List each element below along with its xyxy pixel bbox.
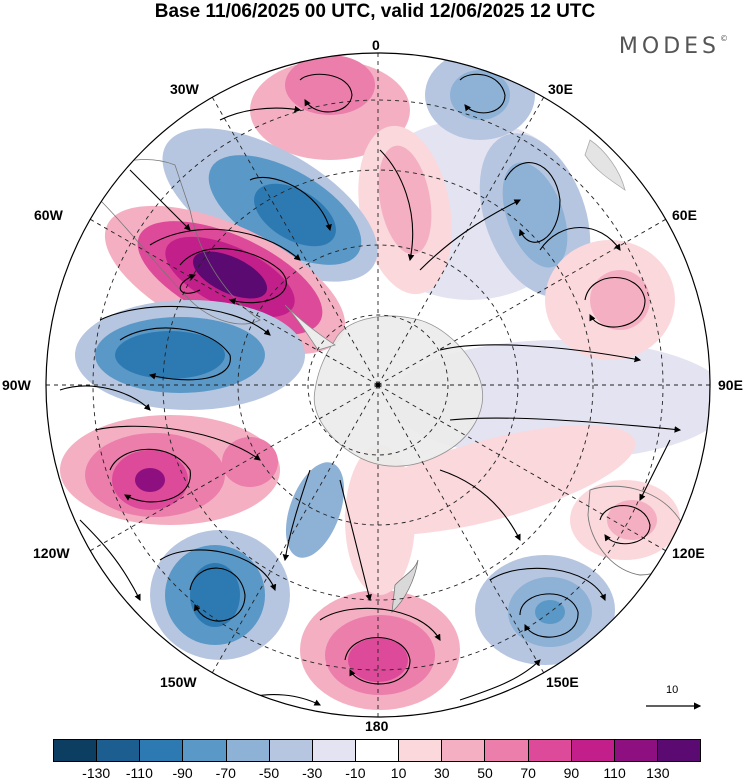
colorbar-segment <box>570 740 614 761</box>
streamlines <box>59 73 682 706</box>
colorbar-segment <box>613 740 657 761</box>
colorbar-segment <box>441 740 485 761</box>
colorbar-segment <box>268 740 312 761</box>
lon-label-150e: 150E <box>546 674 579 690</box>
high-anomaly-south-atlantic-core <box>285 55 375 115</box>
africa-outline <box>584 139 626 191</box>
colorbar-segment <box>527 740 571 761</box>
colorbar-segment <box>225 740 269 761</box>
brand-text: MODES <box>618 34 720 59</box>
colorbar-tick-label: -10 <box>345 765 366 781</box>
lon-label-180: 180 <box>365 718 389 734</box>
colorbar-tick-label: -50 <box>258 765 280 781</box>
map-boundary <box>45 52 711 718</box>
lon-label-30e: 30E <box>548 81 573 97</box>
lon-label-60w: 60W <box>34 207 63 223</box>
colorbar-segment <box>182 740 226 761</box>
low-anomaly-atlantic-north-core <box>502 162 568 268</box>
low-anomaly-drake-core <box>115 331 225 379</box>
antarctica-landmass <box>313 315 483 467</box>
colorbar-tick-label: 30 <box>434 765 450 781</box>
colorbar <box>53 739 701 762</box>
colorbar-segment <box>398 740 442 761</box>
colorbar-tick-label: -110 <box>125 765 153 781</box>
colorbar-ticks: -130 -110 -90 -70 -50 -30 -10 10 30 50 70 90 110 130 <box>0 765 750 783</box>
lon-label-90e: 90E <box>718 377 743 393</box>
antarctic-peninsula <box>284 304 336 351</box>
colorbar-tick-label: -90 <box>172 765 193 781</box>
colorbar-tick-label: 130 <box>646 765 670 781</box>
high-anomaly-australia-core <box>607 500 657 540</box>
high-anomaly-ross-tail <box>345 445 415 595</box>
colorbar-segment <box>484 740 528 761</box>
lon-label-120e: 120E <box>672 545 705 561</box>
colorbar-segment <box>354 740 399 761</box>
low-anomaly-amundsen <box>285 462 345 558</box>
brand-logo: MODES© <box>619 34 728 59</box>
high-anomaly-secondary <box>222 437 278 487</box>
colorbar-tick-label: -130 <box>82 765 111 781</box>
colorbar-tick-label: 10 <box>390 765 407 781</box>
lon-label-120w: 120W <box>33 545 70 561</box>
colorbar-segment <box>96 740 140 761</box>
lon-label-150w: 150W <box>160 674 197 690</box>
reference-vector-label: 10 <box>666 684 679 696</box>
lon-label-90w: 90W <box>2 377 31 393</box>
colorbar-tick-label: 50 <box>477 765 493 781</box>
weak-positive-band <box>344 425 636 535</box>
colorbar-segment <box>54 740 97 761</box>
new-zealand <box>391 559 419 614</box>
high-anomaly-south-atlantic-tail-core <box>378 145 432 255</box>
chart-title: Base 11/06/2025 00 UTC, valid 12/06/2025… <box>154 1 596 22</box>
lon-label-0: 0 <box>372 37 380 53</box>
colorbar-tick-label: 70 <box>520 765 536 781</box>
low-anomaly-south-pacific-core <box>190 563 240 627</box>
south-america <box>99 159 261 325</box>
low-anomaly-weddell-core <box>254 183 336 247</box>
colorbar-segment <box>656 740 701 761</box>
pole-marker <box>375 382 381 388</box>
colorbar-tick-label: 110 <box>603 765 626 781</box>
high-anomaly-south-pacific-center <box>135 468 165 492</box>
colorbar-segment <box>311 740 355 761</box>
high-anomaly-core <box>192 251 268 299</box>
brand-mark: © <box>720 34 728 43</box>
colorbar-tick-label: 90 <box>563 765 580 781</box>
colorbar-tick-label: -30 <box>302 765 323 781</box>
lon-label-60e: 60E <box>672 207 697 223</box>
lon-label-30w: 30W <box>170 81 199 97</box>
map-field <box>46 53 710 717</box>
high-anomaly-indian-ocean-core <box>590 270 650 330</box>
colorbar-segment <box>139 740 183 761</box>
colorbar-tick-label: -70 <box>215 765 236 781</box>
